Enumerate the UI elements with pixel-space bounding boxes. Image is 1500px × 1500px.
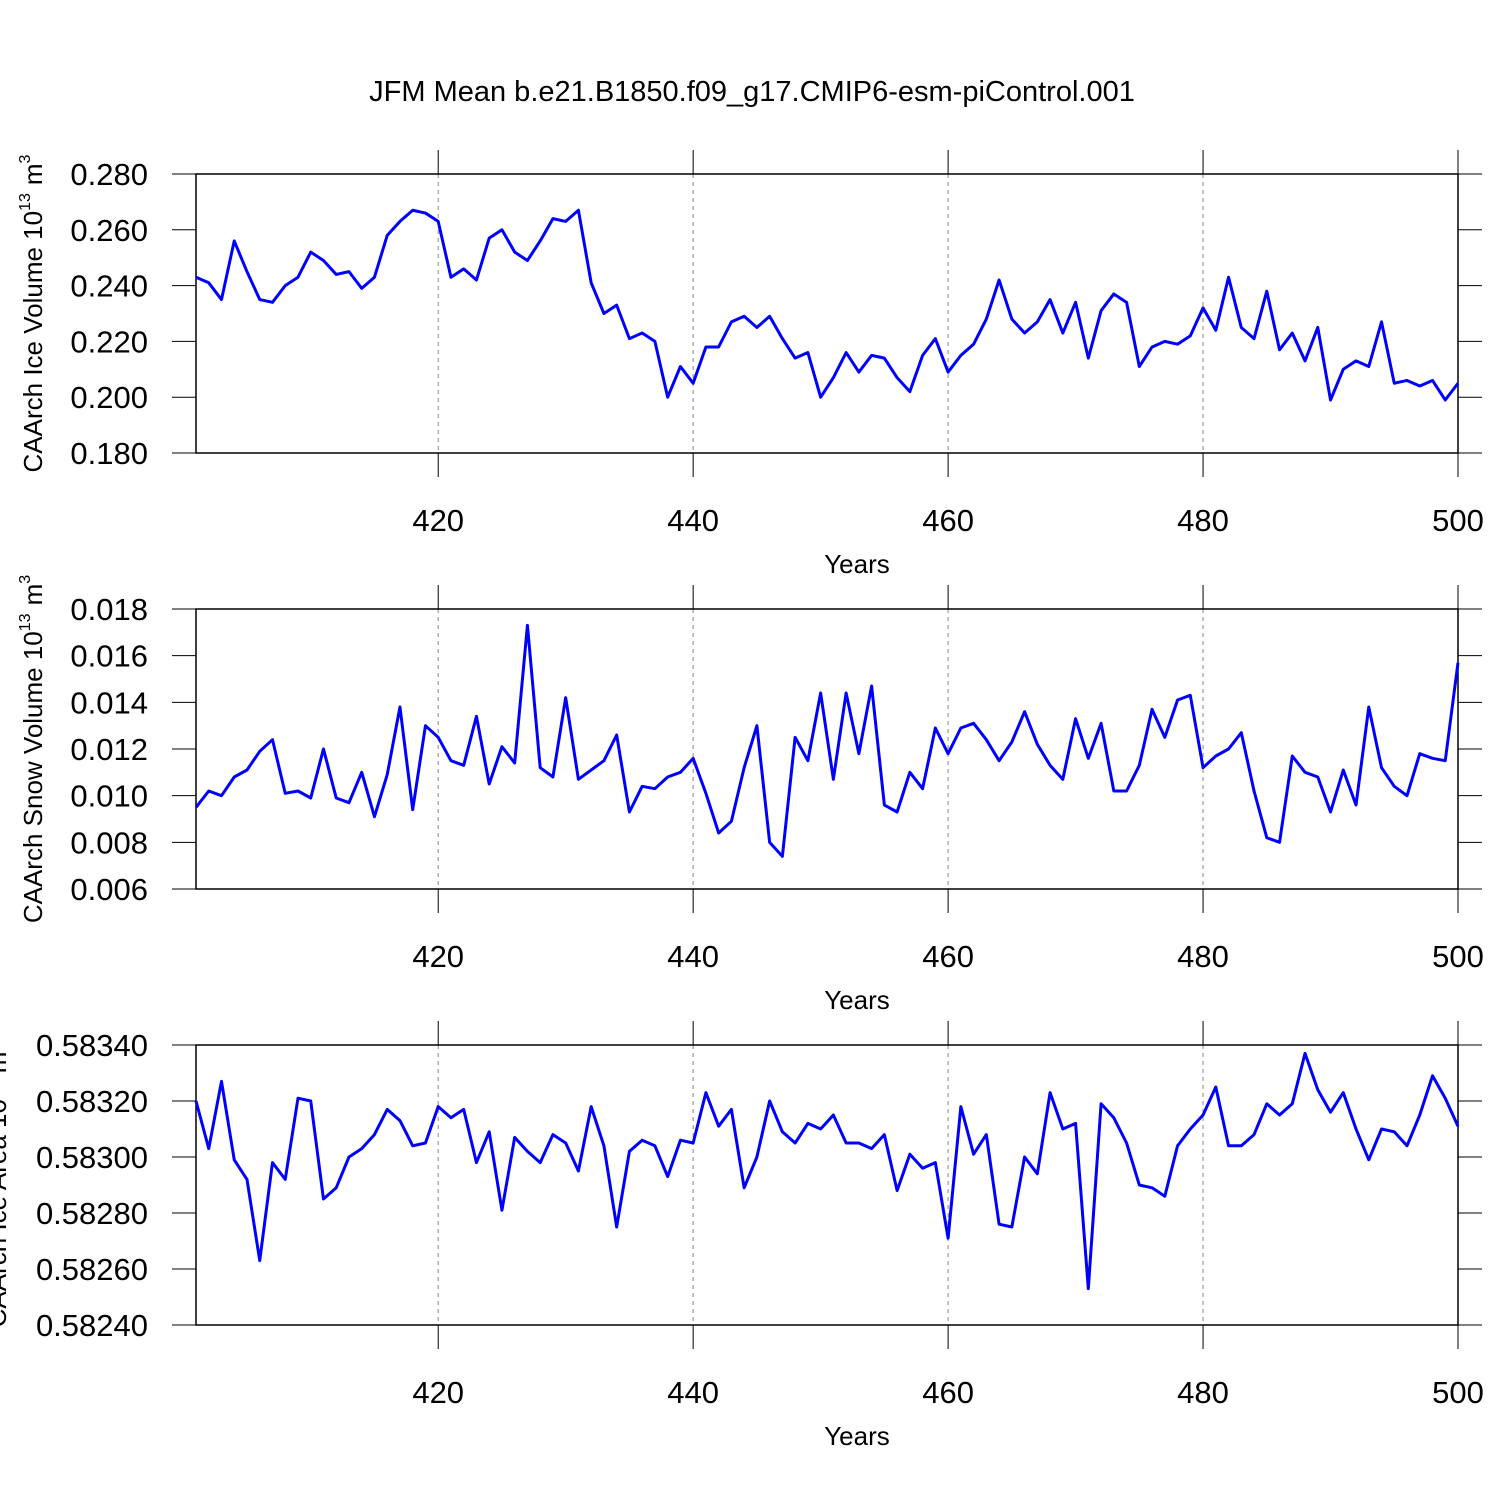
x-tick-label: 420 — [412, 939, 464, 974]
y-axis-label: CAArch Snow Volume 1013 m3 — [17, 575, 48, 923]
x-tick-label: 480 — [1177, 503, 1229, 538]
y-tick-label: 0.180 — [70, 436, 148, 471]
x-axis-label: Years — [824, 985, 890, 1015]
y-tick-label: 0.58320 — [36, 1084, 148, 1119]
y-tick-label: 0.260 — [70, 213, 148, 248]
y-tick-label: 0.280 — [70, 157, 148, 192]
panel: 420 440 460 480 500 0.006 0.008 0.010 0.012 0.014… — [17, 575, 1484, 1015]
data-line — [194, 623, 1460, 858]
y-label-unit-exp: 3 — [17, 575, 34, 584]
y-tick-label: 0.240 — [70, 269, 148, 304]
x-tick-label: 480 — [1177, 1375, 1229, 1410]
y-tick-label: 0.58240 — [36, 1308, 148, 1343]
x-tick-label: 440 — [667, 1375, 719, 1410]
panel: 420 440 460 480 500 0.180 0.200 0.220 0.240 0.260… — [17, 150, 1484, 579]
y-tick-label: 0.220 — [70, 324, 148, 359]
y-tick-label: 0.018 — [70, 592, 148, 627]
y-tick-label: 0.010 — [70, 779, 148, 814]
x-tick-label: 420 — [412, 503, 464, 538]
y-label-exp: 13 — [17, 613, 34, 631]
y-tick-label: 0.014 — [70, 685, 148, 720]
y-label-unit: m — [18, 163, 48, 185]
x-tick-label: 460 — [922, 503, 974, 538]
y-tick-label: 0.016 — [70, 639, 148, 674]
y-label-unit: m — [18, 584, 48, 606]
y-label-text: CAArch Ice Area 10 — [0, 1099, 12, 1327]
y-tick-label: 0.012 — [70, 732, 148, 767]
y-tick-label: 0.58260 — [36, 1252, 148, 1287]
x-tick-label: 440 — [667, 939, 719, 974]
y-label-text: CAArch Snow Volume 10 — [18, 631, 48, 923]
y-tick-label: 0.58280 — [36, 1196, 148, 1231]
panel: 420 440 460 480 500 0.58240 0.58260 0.58280 0.58… — [0, 1021, 1484, 1451]
x-tick-label: 420 — [412, 1375, 464, 1410]
plot-frame — [195, 608, 1459, 890]
data-line — [195, 208, 1460, 402]
y-label-unit-exp: 3 — [17, 154, 34, 163]
figure-title: JFM Mean b.e21.B1850.f09_g17.CMIP6-esm-p… — [369, 76, 1135, 108]
x-tick-label: 460 — [922, 939, 974, 974]
y-axis-label: CAArch Ice Volume 1013 m3 — [17, 154, 48, 472]
y-tick-label: 0.58300 — [36, 1140, 148, 1175]
x-tick-label: 460 — [922, 1375, 974, 1410]
y-tick-label: 0.58340 — [36, 1028, 148, 1063]
x-tick-label: 500 — [1432, 503, 1484, 538]
x-tick-label: 440 — [667, 503, 719, 538]
y-tick-label: 0.008 — [70, 825, 148, 860]
y-tick-label: 0.006 — [70, 872, 148, 907]
y-label-exp: 13 — [17, 193, 34, 211]
y-axis-label: CAArch Ice Area 1013m2 — [0, 1043, 12, 1328]
x-axis-label: Years — [824, 549, 890, 579]
x-tick-label: 480 — [1177, 939, 1229, 974]
x-tick-label: 500 — [1432, 939, 1484, 974]
x-axis-label: Years — [824, 1421, 890, 1451]
plot-frame — [195, 173, 1459, 454]
y-label-text: CAArch Ice Volume 10 — [18, 211, 48, 473]
y-tick-label: 0.200 — [70, 380, 148, 415]
y-label-unit: m — [0, 1052, 12, 1074]
plot-frame — [195, 1044, 1459, 1326]
data-line — [194, 1051, 1460, 1291]
x-tick-label: 500 — [1432, 1375, 1484, 1410]
